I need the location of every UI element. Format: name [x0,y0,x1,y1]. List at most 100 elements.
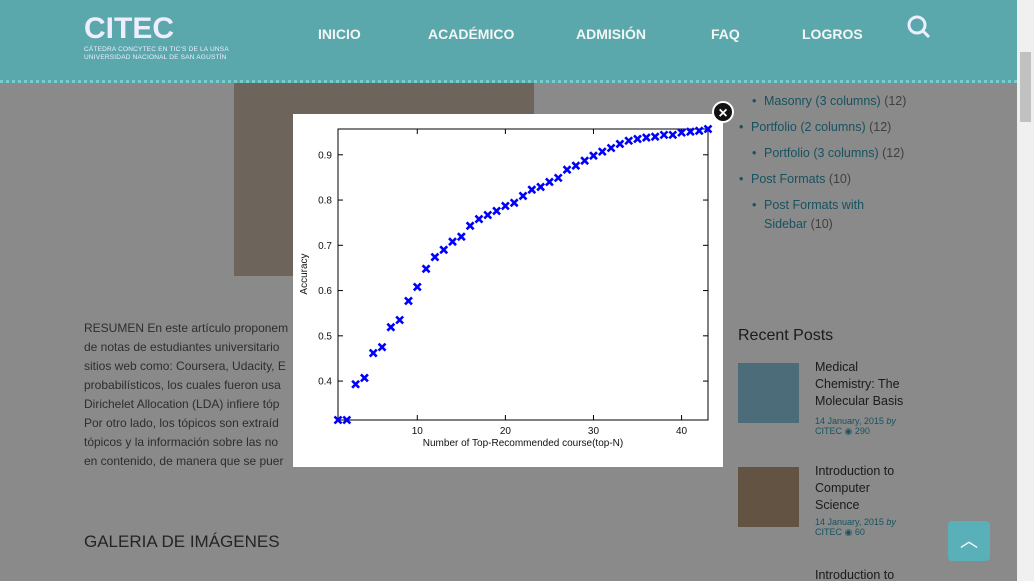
data-point [589,151,598,161]
data-point [615,139,625,149]
bullet: • [752,198,757,212]
data-point [659,130,669,140]
post-title[interactable]: Medical Chemistry: The Molecular Basis [815,360,904,408]
chart: Accuracy Number of Top-Recommended cours… [299,124,713,449]
article-line: en contenido, de manera que se puer [84,454,284,468]
plot-frame [337,128,709,421]
data-point [509,198,519,208]
data-point [650,132,660,142]
data-point [518,191,528,201]
bullet: • [739,172,744,186]
category-item[interactable]: • Portfolio (3 columns) (12) [738,144,908,163]
article-line: probabilísticos, los cuales fueron usa [84,378,281,392]
data-point [333,415,343,425]
categories: • Masonry (3 columns) (12) • Portfolio (2 c… [738,92,908,241]
y-tick-label: 0.9 [318,150,332,161]
search-icon[interactable] [906,14,932,40]
post-views: 290 [854,426,870,436]
data-point [421,264,431,274]
article-line: de notas de estudiantes universitario [84,340,280,354]
data-point [703,124,713,134]
x-axis-label: Number of Top-Recommended course(top-N) [423,438,623,449]
y-tick-label: 0.8 [318,196,332,207]
post-author: CITEC [815,527,842,537]
gallery-title: GALERIA DE IMÁGENES [84,532,280,551]
scrollbar[interactable] [1017,0,1034,581]
data-point [342,415,352,425]
post-meta: 14 January, 2015 by CITEC ◉ 60 [815,517,896,537]
data-point [580,156,590,166]
nav-item[interactable]: ADMISIÓN [576,26,646,42]
post-by: by [886,517,896,527]
data-point [571,161,581,171]
data-point [641,133,651,143]
header: CITEC CÁTEDRA CONCYTEC EN TIC'S DE LA UN… [0,0,1017,83]
post-title[interactable]: Introduction to [815,568,895,582]
data-point [368,348,378,358]
post-meta: 14 January, 2015 by CITEC ◉ 290 [815,416,896,436]
x-tick-label: 20 [500,426,512,437]
nav-item[interactable]: INICIO [318,26,361,42]
nav-item[interactable]: LOGROS [802,26,863,42]
modal: Accuracy Number of Top-Recommended cours… [293,114,723,467]
logo-line: UNIVERSIDAD NACIONAL DE SAN AGUSTÍN [84,54,227,61]
close-button[interactable]: × [712,101,734,123]
data-point [456,232,466,242]
post-thumb [738,467,799,527]
category-name: Masonry (3 columns) [764,94,881,108]
article-text: RESUMEN En este artículo proponem de nota… [84,319,288,471]
nav-item[interactable]: ACADÉMICO [428,26,515,42]
x-tick-label: 30 [588,426,600,437]
category-item[interactable]: • Masonry (3 columns) (12) [738,92,908,111]
bullet: • [752,146,757,160]
category-count: (12) [882,146,905,160]
nav-item[interactable]: FAQ [711,26,740,42]
category-name: Post Formats [751,172,826,186]
data-point [536,182,546,192]
data-point [492,206,501,216]
bullet: • [752,94,757,108]
post-thumb [738,363,799,423]
data-point [430,252,440,262]
data-point [395,315,405,325]
category-item[interactable]: • Post Formats with Sidebar (10) [738,196,908,234]
y-tick-label: 0.6 [318,286,332,297]
data-point [439,245,449,255]
data-point [545,177,554,187]
data-point [412,282,422,292]
data-point [448,237,457,247]
data-point [668,130,678,140]
data-point [597,147,607,157]
article-line: Por otro lado, los tópicos son extraíd [84,416,279,430]
data-point [624,136,634,146]
recent-title: Recent Posts [738,327,834,344]
post-by: by [886,416,896,426]
category-count: (12) [869,120,892,134]
article-line: tópicos y la información sobre las no [84,435,279,449]
article-line: Dirichelet Allocation (LDA) infiere tóp [84,397,280,411]
data-point [633,134,642,144]
category-item[interactable]: • Portfolio (2 columns) (12) [738,118,908,137]
post-title[interactable]: Introduction to Computer Science [815,464,895,512]
logo-line: CÁTEDRA CONCYTEC EN TIC'S DE LA UNSA [84,46,229,53]
post-date: 14 January, 2015 [815,416,884,426]
data-point [677,128,686,138]
data-point [483,210,493,220]
data-point [500,201,510,211]
data-point [386,322,396,332]
logo[interactable]: CITEC CÁTEDRA CONCYTEC EN TIC'S DE LA UN… [84,12,229,62]
data-point [527,185,537,195]
data-point [465,221,475,231]
y-tick-label: 0.5 [318,331,332,342]
category-item[interactable]: • Post Formats (10) [738,170,908,189]
data-point [351,379,361,389]
scroll-top-button[interactable]: ︿ [948,521,990,561]
data-point [360,373,369,383]
data-point [694,126,704,136]
category-count: (12) [884,94,907,108]
category-name: Portfolio (3 columns) [764,146,879,160]
data-point [606,143,616,153]
data-point [474,214,484,224]
